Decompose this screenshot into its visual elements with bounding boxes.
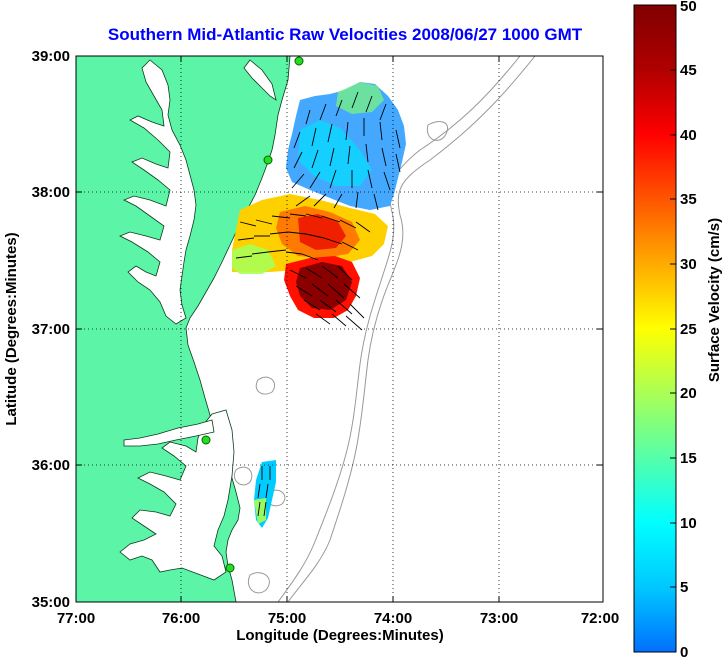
x-axis-label: Longitude (Degrees:Minutes) — [236, 627, 444, 644]
station-marker-south — [201, 435, 211, 445]
y-tick-label: 39:00 — [32, 48, 70, 65]
x-tick-label: 76:00 — [162, 610, 200, 627]
x-tick-label: 73:00 — [480, 610, 518, 627]
x-tick-label: 72:00 — [581, 610, 619, 627]
colorbar-tick-label: 5 — [680, 579, 688, 596]
velocity-field-patch-green — [254, 498, 266, 524]
land-mass — [76, 56, 291, 602]
x-tick-label: 75:00 — [268, 610, 306, 627]
delaware-bay — [243, 59, 277, 101]
colorbar-ticks — [670, 69, 676, 588]
station-marker-hatteras — [225, 563, 235, 573]
pamlico-sound — [119, 409, 235, 581]
y-axis-label: Latitude (Degrees:Minutes) — [3, 232, 20, 425]
y-tick-label: 38:00 — [32, 184, 70, 201]
colorbar-tick-label: 20 — [680, 385, 697, 402]
colorbar-tick-label: 35 — [680, 191, 697, 208]
y-tick-label: 36:00 — [32, 457, 70, 474]
colorbar — [633, 4, 677, 653]
colorbar-tick-label: 40 — [680, 127, 697, 144]
bathymetry-contours — [234, 56, 536, 602]
map-grid — [76, 56, 603, 602]
map-title: Southern Mid-Atlantic Raw Velocities 200… — [108, 25, 583, 44]
chesapeake-bay — [119, 59, 197, 325]
axis-ticks — [76, 56, 603, 602]
colorbar-label: Surface Velocity (cm/s) — [706, 218, 723, 382]
colorbar-tick-label: 25 — [680, 321, 697, 338]
station-marker-north — [294, 56, 304, 66]
x-tick-label: 77:00 — [57, 610, 95, 627]
colorbar-tick-label: 0 — [680, 644, 688, 659]
velocity-field-mid-green — [232, 244, 276, 274]
velocity-field-north-green — [336, 82, 384, 114]
station-marker-mid — [263, 155, 273, 165]
colorbar-tick-label: 10 — [680, 515, 697, 532]
colorbar-tick-label: 45 — [680, 62, 697, 79]
velocity-field-south-dark — [296, 262, 352, 310]
plot-area — [76, 56, 603, 602]
albemarle-sound — [123, 419, 215, 447]
colorbar-tick-label: 30 — [680, 256, 697, 273]
y-tick-label: 37:00 — [32, 321, 70, 338]
velocity-field-north-light — [298, 120, 372, 186]
x-tick-label: 74:00 — [374, 610, 412, 627]
colorbar-tick-label: 15 — [680, 450, 697, 467]
colorbar-tick-label: 50 — [680, 0, 697, 15]
y-tick-label: 35:00 — [32, 594, 70, 611]
velocity-vectors — [235, 91, 401, 517]
